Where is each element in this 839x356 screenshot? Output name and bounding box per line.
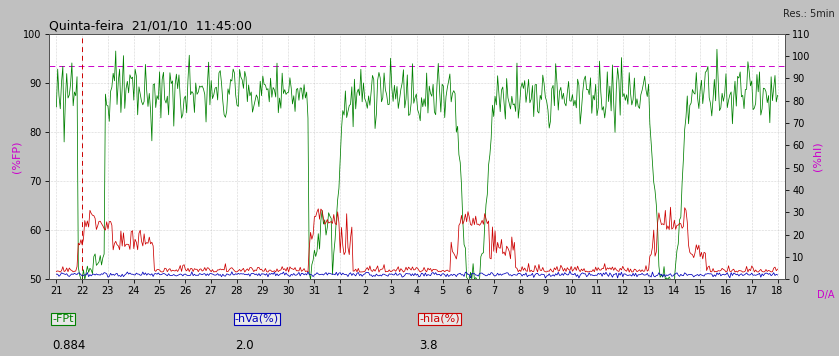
Text: -hIa(%): -hIa(%) bbox=[420, 314, 460, 324]
Text: 0.884: 0.884 bbox=[52, 339, 86, 352]
Text: Res.: 5min: Res.: 5min bbox=[783, 9, 835, 19]
Text: 3.8: 3.8 bbox=[420, 339, 438, 352]
Text: D/A: D/A bbox=[817, 290, 835, 300]
Text: -hVa(%): -hVa(%) bbox=[235, 314, 279, 324]
Text: -FPt: -FPt bbox=[52, 314, 74, 324]
Text: 2.0: 2.0 bbox=[235, 339, 253, 352]
Y-axis label: (%FP): (%FP) bbox=[12, 140, 22, 173]
Text: Quinta-feira  21/01/10  11:45:00: Quinta-feira 21/01/10 11:45:00 bbox=[49, 20, 252, 33]
Y-axis label: (%hl): (%hl) bbox=[812, 142, 822, 172]
